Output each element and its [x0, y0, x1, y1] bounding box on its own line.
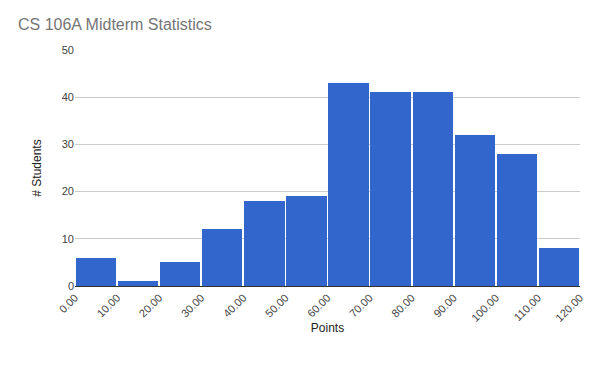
- svg-text:20.00: 20.00: [137, 292, 165, 320]
- svg-text:40: 40: [62, 91, 74, 103]
- svg-text:90.00: 90.00: [431, 292, 459, 320]
- svg-text:110.00: 110.00: [512, 292, 544, 324]
- svg-text:80.00: 80.00: [389, 292, 417, 320]
- svg-text:30.00: 30.00: [179, 292, 207, 320]
- svg-text:10.00: 10.00: [94, 292, 122, 320]
- svg-text:10: 10: [62, 233, 74, 245]
- svg-text:30: 30: [62, 138, 74, 150]
- svg-text:Points: Points: [311, 321, 344, 335]
- svg-text:100.00: 100.00: [469, 292, 501, 324]
- svg-text:70.00: 70.00: [347, 292, 375, 320]
- svg-text:# Students: # Students: [30, 139, 44, 196]
- svg-text:0: 0: [68, 280, 74, 292]
- svg-text:60.00: 60.00: [305, 292, 333, 320]
- svg-text:20: 20: [62, 185, 74, 197]
- svg-text:CS 106A Midterm Statistics: CS 106A Midterm Statistics: [18, 16, 212, 33]
- svg-text:0.00: 0.00: [57, 292, 81, 316]
- svg-text:40.00: 40.00: [221, 292, 249, 320]
- svg-text:50: 50: [62, 44, 74, 56]
- svg-text:50.00: 50.00: [263, 292, 291, 320]
- svg-text:120.00: 120.00: [553, 292, 585, 324]
